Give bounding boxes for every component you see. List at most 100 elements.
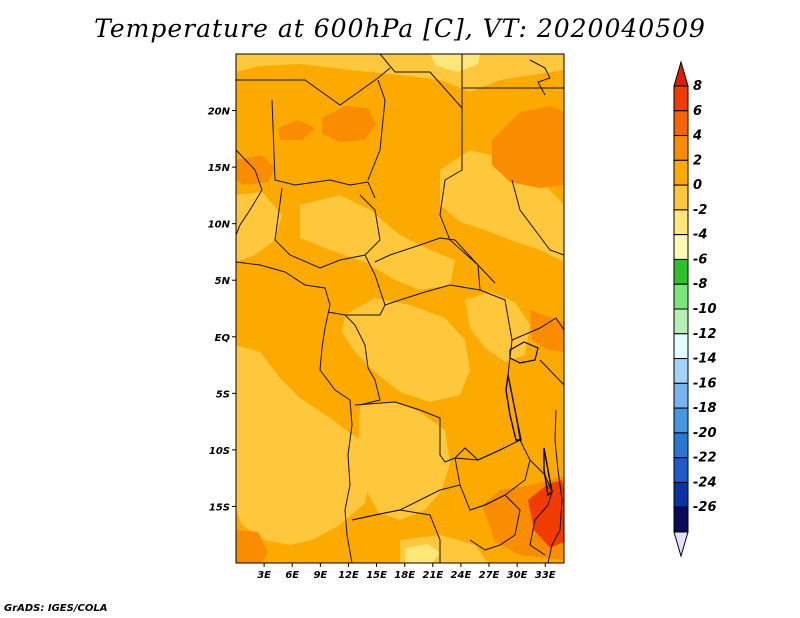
lat-tick-label: EQ [215, 333, 231, 344]
coastline-gulf-of-guinea [236, 261, 331, 371]
colorbar-swatch [673, 407, 689, 434]
colorbar-top-arrow [673, 60, 689, 87]
border-namibia-botswana [351, 509, 441, 563]
lon-tick-label: 6E [285, 570, 299, 581]
lon-tick-label: 24E [451, 570, 472, 581]
border-kenya-tanzania [511, 317, 564, 386]
lat-tick-label: 10N [208, 220, 231, 231]
field-zone-niger-warm [322, 106, 376, 142]
border-sudan-ethiopia [462, 87, 564, 256]
coastline-west-africa [236, 149, 263, 236]
lat-tick-label: 15S [209, 502, 230, 513]
colorbar-swatch [673, 110, 689, 137]
field-zone-north-light [236, 54, 564, 92]
temperature-field [236, 54, 564, 563]
field-zone-mozambique-hot [528, 480, 564, 548]
colorbar-label: 0 [693, 178, 702, 193]
lat-tick-label: 15N [208, 163, 231, 174]
longitude-axis: 3E 6E 9E 12E 15E 18E 21E 24E 27E 30E 33E [257, 563, 556, 581]
field-zone-south-palest [405, 544, 440, 563]
colorbar-swatch [673, 481, 689, 508]
lon-tick-label: 3E [257, 570, 271, 581]
colorbar-label: -18 [693, 401, 717, 416]
colorbar-swatch [673, 209, 689, 236]
lon-tick-label: 9E [313, 570, 327, 581]
field-zone-east-light [465, 292, 530, 362]
lon-tick-label: 27E [479, 570, 500, 581]
border-nigeria [274, 187, 381, 269]
colorbar-label: -8 [693, 277, 707, 292]
lon-tick-label: 21E [422, 570, 443, 581]
colorbar-swatch [673, 258, 689, 285]
colorbar-label: 4 [692, 129, 702, 144]
colorbar-label: -12 [693, 327, 717, 342]
colorbar-label: -16 [693, 376, 717, 391]
colorbar-label: -26 [693, 500, 717, 515]
map-frame [235, 53, 565, 564]
field-zone-atlantic-light [236, 345, 372, 545]
colorbar-label: -6 [693, 252, 707, 267]
lon-tick-label: 12E [338, 570, 359, 581]
colorbar-swatch [673, 184, 689, 211]
field-zone-sudan-warm [492, 106, 564, 188]
colorbar-swatch [673, 358, 689, 384]
colorbar-bottom-arrow [673, 531, 689, 558]
latitude-axis: 20N 15N 10N 5N EQ 5S 10S 15S [208, 107, 236, 513]
colorbar-swatch [673, 234, 689, 260]
colorbar-label: -20 [693, 426, 717, 441]
field-zone-sahara-warm [278, 120, 315, 140]
border-congo-drc [344, 314, 381, 406]
colorbar-swatch [673, 432, 689, 459]
lat-tick-label: 5N [215, 276, 231, 287]
field-zone-north-palest [430, 54, 480, 72]
lat-tick-label: 20N [208, 107, 231, 118]
colorbar-swatch [673, 457, 689, 483]
border-zimbabwe [469, 494, 521, 551]
border-cameroon [327, 254, 386, 316]
colorbar-swatch [673, 283, 689, 310]
colorbar-label: 2 [693, 153, 702, 168]
lat-tick-label: 10S [209, 446, 230, 457]
lon-tick-label: 18E [394, 570, 415, 581]
border-east-coast [547, 409, 563, 563]
colorbar-swatch [673, 382, 689, 409]
field-zone-congo-light [342, 298, 470, 402]
nile-delta-coast [529, 59, 551, 96]
map-title: Temperature at 600hPa [C], VT: 202004050… [94, 14, 706, 43]
colorbar-swatch [673, 85, 689, 112]
country-borders [236, 54, 564, 563]
coastline-southwest [319, 369, 353, 563]
field-zone-kenya-warm [530, 310, 564, 352]
lon-tick-label: 30E [507, 570, 528, 581]
colorbar-label: -2 [693, 203, 707, 218]
colorbar-label: -24 [693, 475, 717, 490]
border-mali-niger [271, 99, 376, 199]
colorbar-label: -22 [693, 451, 717, 466]
colorbar-label: -4 [693, 228, 707, 243]
border-drc-east [454, 289, 521, 461]
colorbar-swatch [673, 506, 689, 533]
lat-tick-label: 5S [216, 389, 230, 400]
border-mozambique [529, 459, 553, 556]
lon-tick-label: 33E [535, 570, 556, 581]
border-car [374, 237, 481, 306]
colorbar-label: 8 [693, 79, 702, 94]
field-zone-angola-light [358, 402, 450, 520]
field-zone-southwest-warm [236, 530, 268, 563]
lake-malawi-outline [543, 447, 553, 497]
colorbar-label: -10 [693, 302, 717, 317]
field-zone-west-light [236, 192, 282, 262]
colorbar-swatch [673, 333, 689, 360]
border-algeria-libya [236, 67, 391, 106]
border-libya-egypt [379, 54, 463, 110]
lon-tick-label: 15E [366, 570, 387, 581]
grads-credit: GrADS: IGES/COLA [4, 603, 108, 614]
colorbar-label: -14 [693, 352, 717, 367]
colorbar-swatch [673, 308, 689, 335]
colorbar-label: 6 [693, 104, 702, 119]
colorbar: 8 6 4 2 0 -2 -4 -6 -8 -10 -12 -14 -16 -18 -20 -22 -24 -26 [673, 60, 717, 558]
colorbar-swatch [673, 159, 689, 186]
border-niger-chad [367, 79, 386, 181]
colorbar-swatch [673, 135, 689, 161]
